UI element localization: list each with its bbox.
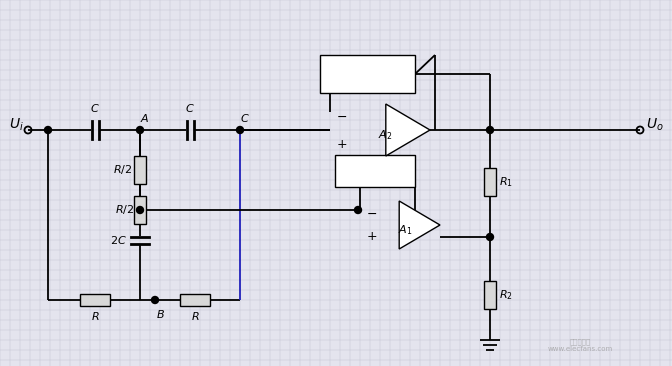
Circle shape [136, 127, 144, 134]
Text: $U_o$: $U_o$ [646, 117, 664, 133]
Text: $A_1$: $A_1$ [398, 223, 412, 237]
Circle shape [487, 127, 493, 134]
Text: $-$: $-$ [337, 109, 347, 123]
Bar [134, 196, 146, 224]
Text: $2C$: $2C$ [110, 234, 126, 246]
Circle shape [237, 127, 243, 134]
Text: $R_1$: $R_1$ [499, 175, 513, 189]
Circle shape [355, 206, 362, 213]
Text: $C$: $C$ [185, 102, 195, 114]
Text: $R$: $R$ [191, 310, 200, 322]
Polygon shape [386, 104, 430, 156]
Bar [320, 55, 415, 93]
Circle shape [44, 127, 52, 134]
Text: $A_2$: $A_2$ [378, 128, 392, 142]
Text: $R_2$: $R_2$ [499, 288, 513, 302]
Text: $R/2$: $R/2$ [114, 164, 132, 176]
Bar [484, 168, 496, 196]
Polygon shape [399, 201, 440, 249]
Text: $B$: $B$ [155, 308, 165, 320]
Bar [134, 156, 146, 184]
Bar [484, 281, 496, 309]
Bar [335, 155, 415, 187]
Circle shape [136, 206, 144, 213]
Bar [80, 294, 110, 306]
Text: $C$: $C$ [90, 102, 100, 114]
Circle shape [151, 296, 159, 303]
Text: $R/2$: $R/2$ [116, 203, 134, 217]
Text: $C$: $C$ [240, 112, 250, 124]
Text: $U_i$: $U_i$ [9, 117, 24, 133]
Text: $-$: $-$ [366, 206, 378, 220]
Text: 电子发烧友
www.elecfans.com: 电子发烧友 www.elecfans.com [548, 338, 613, 352]
Circle shape [487, 234, 493, 240]
Bar [180, 294, 210, 306]
Text: $+$: $+$ [366, 231, 378, 243]
Text: $R$: $R$ [91, 310, 99, 322]
Text: $+$: $+$ [337, 138, 347, 150]
Text: $A$: $A$ [140, 112, 150, 124]
